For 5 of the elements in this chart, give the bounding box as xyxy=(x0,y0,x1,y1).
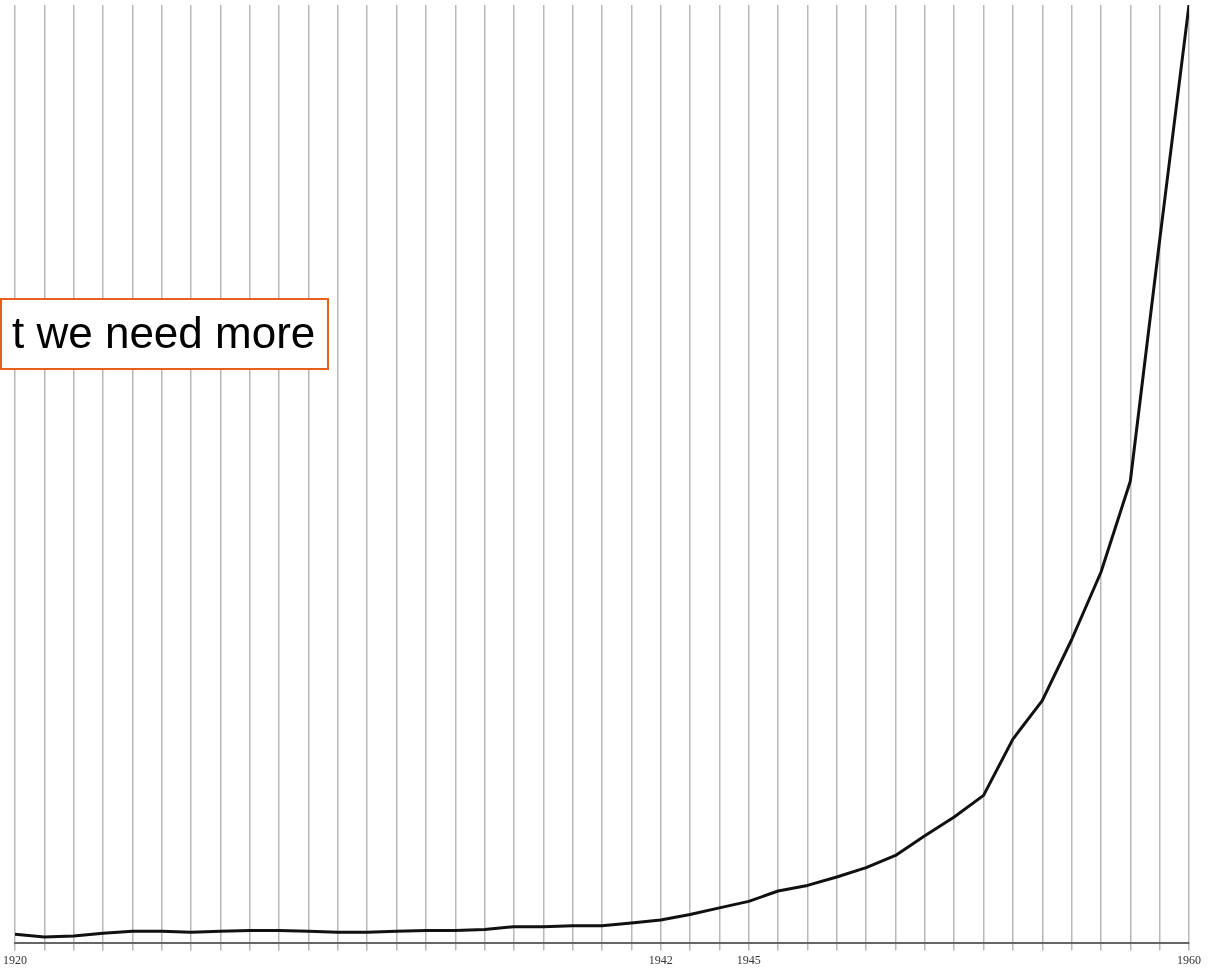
x-tick-label: 1960 xyxy=(1177,952,1201,967)
x-tick-label: 1945 xyxy=(736,952,761,967)
x-tick-label: 1942 xyxy=(648,952,673,967)
x-tick-label: 1920 xyxy=(3,952,27,967)
annotation: t we need more xyxy=(0,298,330,370)
